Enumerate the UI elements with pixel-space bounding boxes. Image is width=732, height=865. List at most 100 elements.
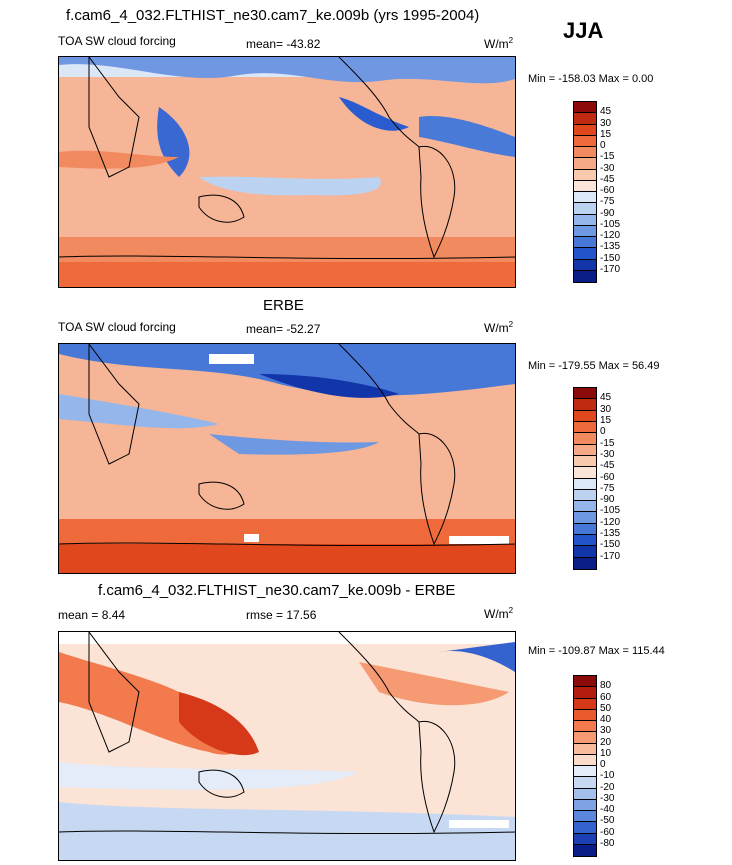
panel1-title: f.cam6_4_032.FLTHIST_ne30.cam7_ke.009b (…: [66, 7, 480, 24]
colorbar-swatch: [574, 455, 596, 468]
panel2-colorbar: [573, 387, 597, 570]
panel3-minmax: Min = -109.87 Max = 115.44: [528, 645, 665, 657]
colorbar-tick-label: -30: [600, 792, 615, 804]
colorbar-swatch: [574, 811, 596, 823]
colorbar-swatch: [574, 467, 596, 479]
colorbar-swatch: [574, 489, 596, 502]
colorbar-swatch: [574, 433, 596, 445]
colorbar-tick-label: -150: [600, 252, 621, 264]
colorbar-swatch: [574, 203, 596, 215]
colorbar-swatch: [574, 721, 596, 733]
panel3-colorbar: [573, 675, 597, 857]
panel1-mean-label: mean= -43.82: [246, 37, 321, 51]
panel3-map: [58, 631, 516, 861]
colorbar-swatch: [574, 766, 596, 778]
colorbar-tick-label: -135: [600, 528, 621, 540]
colorbar-tick-label: 0: [600, 759, 606, 770]
colorbar-swatch: [574, 754, 596, 766]
panel2-mean-label: mean= -52.27: [246, 322, 321, 336]
colorbar-swatch: [574, 102, 596, 114]
colorbar-tick-label: -90: [600, 207, 615, 219]
colorbar-swatch: [574, 478, 596, 490]
colorbar-swatch: [574, 388, 596, 400]
colorbar-tick-label: 15: [600, 128, 612, 140]
colorbar-tick-label: -15: [600, 437, 615, 449]
colorbar-swatch: [574, 135, 596, 147]
colorbar-swatch: [574, 501, 596, 513]
colorbar-swatch: [574, 822, 596, 834]
season-label: JJA: [563, 18, 604, 43]
colorbar-swatch: [574, 743, 596, 755]
colorbar-tick-label: 45: [600, 392, 612, 404]
panel1-variable-label: TOA SW cloud forcing: [58, 34, 176, 48]
colorbar-swatch: [574, 214, 596, 226]
panel2-minmax: Min = -179.55 Max = 56.49: [528, 360, 660, 372]
colorbar-tick-label: -20: [600, 781, 615, 793]
colorbar-swatch: [574, 788, 596, 800]
panel2-variable-label: TOA SW cloud forcing: [58, 320, 176, 334]
colorbar-swatch: [574, 698, 596, 710]
panel1-minmax: Min = -158.03 Max = 0.00: [528, 73, 654, 85]
colorbar-tick-label: 45: [600, 106, 612, 118]
panel1-units: W/m2: [484, 36, 514, 51]
colorbar-swatch: [574, 192, 596, 204]
panel3-map-image: [59, 632, 515, 860]
colorbar-swatch: [574, 147, 596, 159]
colorbar-tick-label: -80: [600, 837, 615, 849]
colorbar-swatch: [574, 113, 596, 125]
colorbar-swatch: [574, 687, 596, 699]
colorbar-tick-label: -170: [600, 550, 621, 562]
colorbar-tick-label: -40: [600, 804, 615, 815]
colorbar-tick-label: -120: [600, 230, 621, 241]
colorbar-swatch: [574, 676, 596, 688]
colorbar-swatch: [574, 799, 596, 811]
colorbar-tick-label: -60: [600, 185, 615, 196]
colorbar-tick-label: 0: [600, 140, 606, 151]
colorbar-tick-label: 30: [600, 403, 612, 415]
colorbar-swatch: [574, 844, 596, 856]
colorbar-swatch: [574, 732, 596, 744]
panel2-title: ERBE: [263, 297, 304, 314]
colorbar-tick-label: -50: [600, 815, 615, 827]
colorbar-swatch: [574, 180, 596, 192]
colorbar-tick-label: -60: [600, 826, 615, 838]
panel1-map: [58, 56, 516, 288]
panel1-colorbar: [573, 101, 597, 283]
colorbar-swatch: [574, 399, 596, 411]
colorbar-tick-label: 30: [600, 117, 612, 129]
colorbar-swatch: [574, 546, 596, 558]
colorbar-tick-label: -150: [600, 539, 621, 551]
colorbar-tick-label: -75: [600, 482, 615, 494]
colorbar-swatch: [574, 535, 596, 547]
panel2-units: W/m2: [484, 320, 514, 335]
colorbar-swatch: [574, 777, 596, 789]
colorbar-swatch: [574, 248, 596, 260]
colorbar-tick-label: -15: [600, 151, 615, 163]
colorbar-swatch: [574, 421, 596, 434]
colorbar-tick-label: 20: [600, 736, 612, 748]
colorbar-swatch: [574, 158, 596, 170]
colorbar-swatch: [574, 557, 596, 569]
colorbar-tick-label: -170: [600, 263, 621, 275]
colorbar-tick-label: -45: [600, 173, 615, 185]
panel3-units: W/m2: [484, 606, 514, 621]
colorbar-tick-label: -105: [600, 218, 621, 230]
colorbar-swatch: [574, 237, 596, 249]
colorbar-tick-label: 30: [600, 725, 612, 737]
colorbar-swatch: [574, 512, 596, 524]
colorbar-swatch: [574, 444, 596, 456]
colorbar-tick-label: 60: [600, 691, 612, 703]
colorbar-tick-label: -75: [600, 196, 615, 208]
panel3-rmse-label: rmse = 17.56: [246, 608, 317, 622]
colorbar-swatch: [574, 410, 596, 422]
colorbar-tick-label: 10: [600, 747, 612, 759]
colorbar-tick-label: 80: [600, 680, 612, 692]
colorbar-swatch: [574, 833, 596, 845]
colorbar-swatch: [574, 225, 596, 237]
colorbar-swatch: [574, 169, 596, 181]
colorbar-tick-label: -60: [600, 471, 615, 483]
colorbar-tick-label: -135: [600, 241, 621, 253]
panel1-map-image: [59, 57, 515, 287]
colorbar-tick-label: -105: [600, 505, 621, 517]
colorbar-swatch: [574, 709, 596, 721]
